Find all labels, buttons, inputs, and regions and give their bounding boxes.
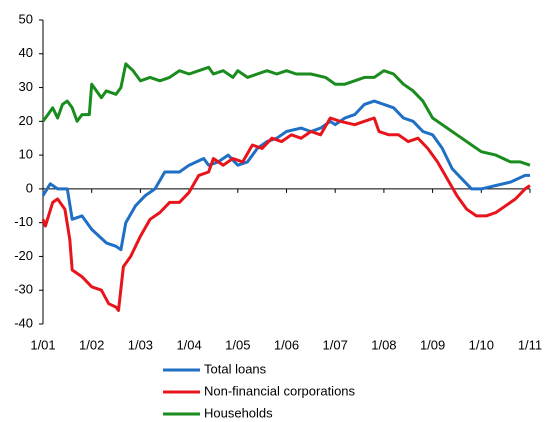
legend-label: Non-financial corporations <box>204 383 356 398</box>
x-tick-label: 1/07 <box>323 337 348 352</box>
series-line <box>41 62 531 167</box>
y-tick-label: 30 <box>19 79 33 94</box>
x-tick-label: 1/02 <box>79 337 104 352</box>
x-tick-label: 1/04 <box>176 337 201 352</box>
y-tick-label: 40 <box>19 45 33 60</box>
y-tick-label: -40 <box>14 315 33 330</box>
y-tick-label: 50 <box>19 11 33 26</box>
x-tick-label: 1/08 <box>371 337 396 352</box>
y-tick-label: -10 <box>14 214 33 229</box>
y-tick-label: 10 <box>19 147 33 162</box>
x-tick-label: 1/09 <box>420 337 445 352</box>
series-line <box>41 99 530 252</box>
x-tick-label: 1/06 <box>274 337 299 352</box>
y-tick-label: 0 <box>26 180 33 195</box>
y-tick-label: 20 <box>19 113 33 128</box>
y-tick-label: -20 <box>14 248 33 263</box>
series-line <box>41 116 531 312</box>
x-tick-label: 1/03 <box>128 337 153 352</box>
x-tick-label: 1/01 <box>30 337 55 352</box>
legend-label: Total loans <box>204 361 267 376</box>
x-tick-label: 1/05 <box>225 337 250 352</box>
x-tick-label: 1/10 <box>469 337 494 352</box>
y-tick-label: -30 <box>14 282 33 297</box>
legend-label: Households <box>204 405 273 420</box>
x-tick-label: 1/11 <box>518 337 542 352</box>
